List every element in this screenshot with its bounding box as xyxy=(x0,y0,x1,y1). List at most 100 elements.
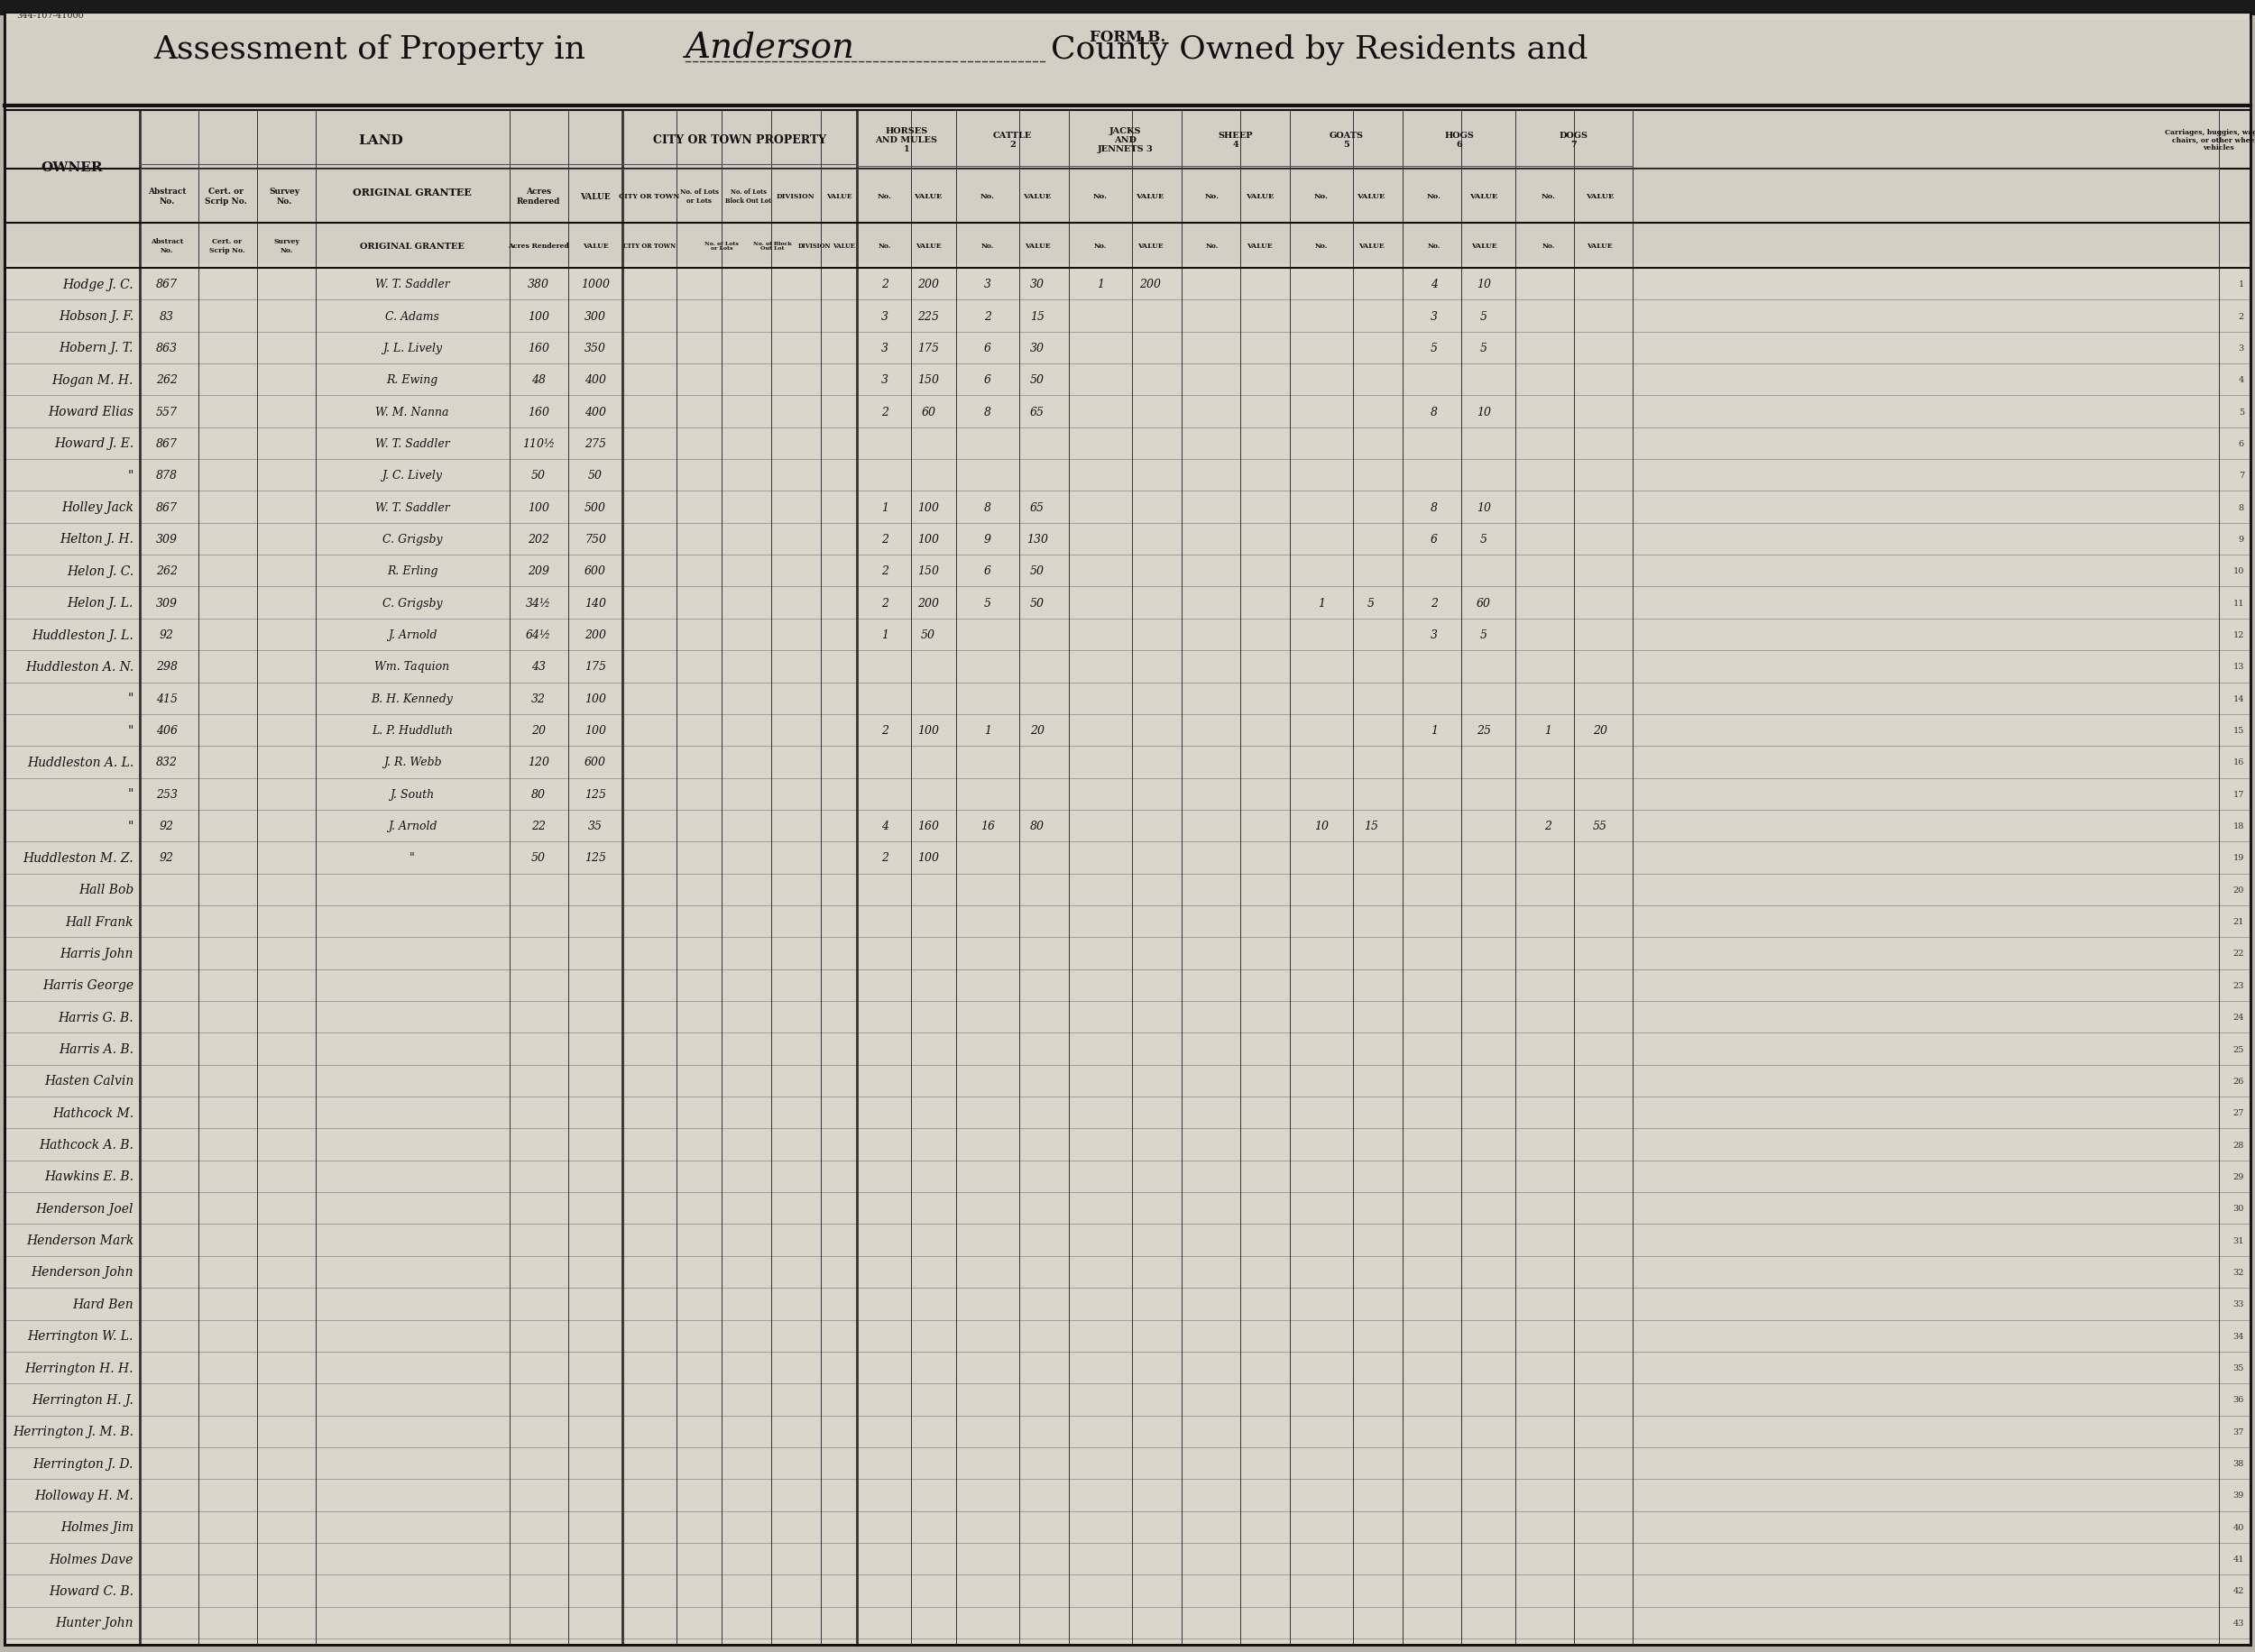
Text: Henderson John: Henderson John xyxy=(32,1265,133,1279)
Text: CITY OR TOWN PROPERTY: CITY OR TOWN PROPERTY xyxy=(654,134,825,145)
Text: R. Ewing: R. Ewing xyxy=(386,375,437,387)
Text: 6: 6 xyxy=(983,342,992,354)
Text: 878: 878 xyxy=(156,469,178,481)
Text: DOGS
7: DOGS 7 xyxy=(1560,132,1588,149)
Text: 3: 3 xyxy=(882,311,888,322)
Text: J. Arnold: J. Arnold xyxy=(388,821,437,833)
Text: VALUE: VALUE xyxy=(916,243,940,249)
Text: 110½: 110½ xyxy=(523,438,555,449)
Text: 20: 20 xyxy=(1592,725,1608,737)
Text: J. South: J. South xyxy=(390,788,435,800)
Text: DIVISION: DIVISION xyxy=(776,193,814,200)
Text: ": " xyxy=(129,724,133,737)
Text: VALUE: VALUE xyxy=(1024,193,1051,200)
Text: ": " xyxy=(129,788,133,801)
Text: 50: 50 xyxy=(1031,598,1044,610)
Text: ": " xyxy=(129,469,133,482)
Text: B. H. Kennedy: B. H. Kennedy xyxy=(372,692,453,704)
Text: Helon J. C.: Helon J. C. xyxy=(68,565,133,578)
Text: VALUE: VALUE xyxy=(1247,243,1272,249)
Text: Hall Bob: Hall Bob xyxy=(79,884,133,895)
Text: 125: 125 xyxy=(584,852,607,864)
Text: 100: 100 xyxy=(528,502,550,514)
Text: 130: 130 xyxy=(1026,534,1049,545)
Text: FORM B.: FORM B. xyxy=(1089,30,1166,45)
Text: 43: 43 xyxy=(2232,1619,2244,1627)
Text: 42: 42 xyxy=(2232,1586,2244,1594)
Text: Huddleston J. L.: Huddleston J. L. xyxy=(32,629,133,641)
Text: VALUE: VALUE xyxy=(1024,243,1051,249)
Text: 2: 2 xyxy=(2239,312,2244,320)
Text: VALUE: VALUE xyxy=(832,243,855,249)
Text: No. of Lots
or Lots: No. of Lots or Lots xyxy=(679,188,719,205)
Text: Henderson Mark: Henderson Mark xyxy=(27,1234,133,1247)
Text: 100: 100 xyxy=(918,502,938,514)
Text: C. Grigsby: C. Grigsby xyxy=(381,598,442,610)
Text: 39: 39 xyxy=(2232,1492,2244,1498)
Text: 2: 2 xyxy=(1430,598,1439,610)
Text: Hunter John: Hunter John xyxy=(56,1616,133,1629)
Text: 8: 8 xyxy=(1430,502,1439,514)
Text: 4: 4 xyxy=(882,821,888,833)
Text: 9: 9 xyxy=(983,534,992,545)
Text: Holmes Dave: Holmes Dave xyxy=(50,1553,133,1564)
Text: 1: 1 xyxy=(1545,725,1551,737)
Text: 8: 8 xyxy=(2239,504,2244,512)
Text: Helton J. H.: Helton J. H. xyxy=(59,534,133,545)
Text: 100: 100 xyxy=(584,692,607,704)
Text: 3: 3 xyxy=(882,375,888,387)
Text: 2: 2 xyxy=(882,852,888,864)
Text: 40: 40 xyxy=(2232,1523,2244,1531)
Text: HORSES
AND MULES
1: HORSES AND MULES 1 xyxy=(875,127,938,154)
Text: 29: 29 xyxy=(2232,1173,2244,1181)
Text: 3: 3 xyxy=(2239,344,2244,352)
Text: No.: No. xyxy=(1542,243,1554,249)
Text: VALUE: VALUE xyxy=(913,193,943,200)
Text: 48: 48 xyxy=(532,375,546,387)
Text: HOGS
6: HOGS 6 xyxy=(1443,132,1475,149)
Text: 15: 15 xyxy=(2232,727,2244,735)
Text: C. Adams: C. Adams xyxy=(386,311,440,322)
Text: No.: No. xyxy=(877,243,891,249)
Text: 1: 1 xyxy=(882,502,888,514)
Text: 92: 92 xyxy=(160,852,174,864)
Text: Huddleston A. L.: Huddleston A. L. xyxy=(27,757,133,768)
Text: 2: 2 xyxy=(882,279,888,291)
Text: Cert. or
Scrip No.: Cert. or Scrip No. xyxy=(210,238,246,254)
Text: 200: 200 xyxy=(584,629,607,641)
Text: Hathcock A. B.: Hathcock A. B. xyxy=(38,1138,133,1151)
Text: 2: 2 xyxy=(882,565,888,577)
Text: 9: 9 xyxy=(2239,535,2244,544)
Text: No.: No. xyxy=(1427,193,1441,200)
Text: Acres Rendered: Acres Rendered xyxy=(507,243,568,249)
Text: 309: 309 xyxy=(156,534,178,545)
Text: 400: 400 xyxy=(584,406,607,418)
Text: VALUE: VALUE xyxy=(1245,193,1274,200)
Text: 2: 2 xyxy=(882,725,888,737)
Text: Hathcock M.: Hathcock M. xyxy=(52,1107,133,1118)
Text: VALUE: VALUE xyxy=(1137,243,1164,249)
Text: 298: 298 xyxy=(156,661,178,672)
Text: 6: 6 xyxy=(983,565,992,577)
Text: 64½: 64½ xyxy=(525,629,550,641)
Text: 19: 19 xyxy=(2232,854,2244,862)
Text: 25: 25 xyxy=(1477,725,1491,737)
Text: VALUE: VALUE xyxy=(1358,193,1385,200)
Text: CITY OR TOWN: CITY OR TOWN xyxy=(622,243,676,249)
Text: No.: No. xyxy=(1094,193,1107,200)
Text: 100: 100 xyxy=(918,725,938,737)
Text: ": " xyxy=(129,819,133,833)
Text: 500: 500 xyxy=(584,502,607,514)
Text: 18: 18 xyxy=(2232,823,2244,831)
Text: J. L. Lively: J. L. Lively xyxy=(383,342,442,354)
Text: VALUE: VALUE xyxy=(1358,243,1385,249)
Text: Herrington J. M. B.: Herrington J. M. B. xyxy=(14,1426,133,1437)
Text: Abstract
No.: Abstract No. xyxy=(149,188,185,205)
Text: VALUE: VALUE xyxy=(1470,243,1497,249)
Text: 200: 200 xyxy=(918,279,938,291)
Text: 92: 92 xyxy=(160,821,174,833)
Text: 80: 80 xyxy=(532,788,546,800)
Text: 16: 16 xyxy=(2232,758,2244,767)
Text: 10: 10 xyxy=(1477,502,1491,514)
Text: 20: 20 xyxy=(2232,885,2244,894)
